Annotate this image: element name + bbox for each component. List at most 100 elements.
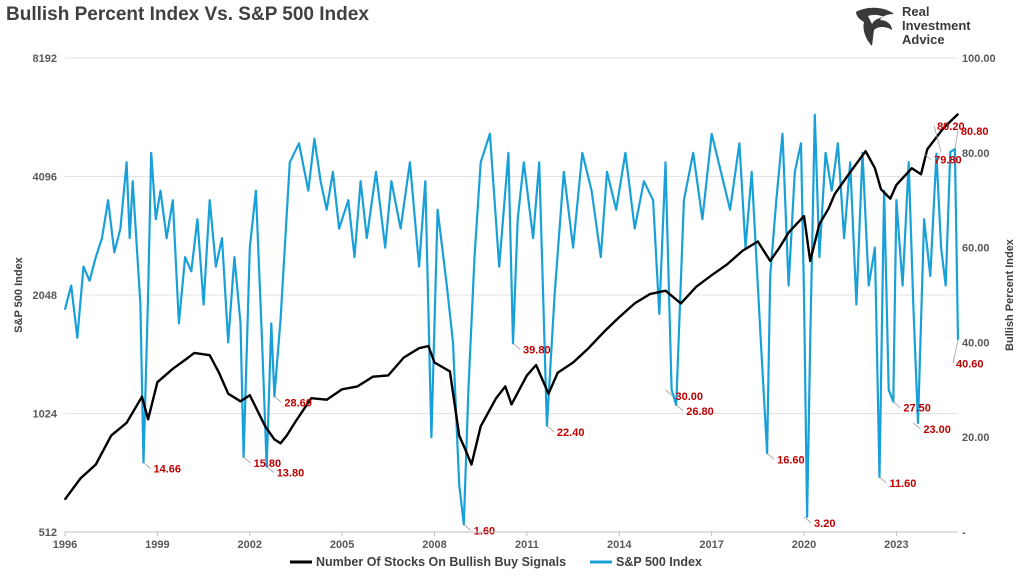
sp500-data-point [95,256,97,258]
sp500-data-point [643,180,645,182]
bpi-data-point [402,356,405,359]
annotation-label: 80.20 [937,121,965,133]
bpi-data-point [510,403,513,406]
sp500-data-point [818,256,821,258]
x-tick-label: 2005 [330,539,354,551]
sp500-data-point [581,152,584,154]
bpi-data-point [193,352,196,354]
sp500-data-point [830,189,833,192]
sp500-data-point [775,199,778,201]
brand-line-1: Real [902,4,930,19]
sp500-data-point [424,180,427,182]
x-tick-label: 2011 [515,539,539,551]
bpi-data-point [504,385,507,388]
sp500-data-point [196,218,199,220]
sp500-data-point [261,341,263,344]
sp500-data-point [128,237,131,239]
sp500-data-point [794,171,796,173]
sp500-data-point [307,189,310,192]
sp500-data-point [233,256,236,258]
sp500-data-point [843,237,845,239]
sp500-data-point [289,161,291,164]
annotation-label: 30.00 [675,391,703,403]
annotation-label: 26.80 [686,406,714,418]
sp500-data-point [912,303,915,306]
bpi-data-point [187,356,189,359]
annotation-leader-line [923,153,932,161]
sp500-data-point [473,256,476,258]
bpi-data-point [547,392,550,395]
sp500-data-point [563,171,565,173]
sp500-data-point [215,265,217,268]
sp500-data-point [202,303,205,306]
bpi-data-point [787,231,790,234]
annotation-label: 15.80 [254,458,282,470]
annotation-label: 27.50 [903,403,931,415]
y-right-tick-label: 80.00 [962,148,990,160]
bpi-data-point [310,397,313,400]
bpi-data-point [726,263,728,266]
sp500-data-point [907,161,910,164]
eagle-head-logo-icon [856,7,894,47]
sp500-data-point [399,227,402,230]
sp500-data-point [849,161,851,164]
sp500-data-point [353,256,356,258]
y-left-tick-label: 1024 [33,409,58,421]
bpi-data-point [834,193,836,195]
bpi-data-point [803,215,805,217]
bpi-data-point [849,171,851,173]
sp500-data-point [949,151,952,153]
annotation-label: 16.60 [777,454,805,466]
sp500-data-point [338,227,340,230]
bpi-data-point [809,260,811,262]
bpi-data-point [603,331,605,333]
sp500-data-point [313,137,316,140]
bpi-data-point [818,223,821,225]
bpi-data-point [372,375,374,378]
annotation-label: 3.20 [814,518,835,530]
sp500-data-point [384,246,387,249]
bpi-data-point [325,398,328,401]
bpi-data-point [556,371,559,374]
bpi-data-point [218,371,220,374]
y-right-tick-label: 60.00 [962,243,990,255]
sp500-data-point [710,133,713,135]
bpi-data-point [156,381,159,384]
sp500-data-point [113,251,116,254]
bpi-data-point [273,438,276,441]
bpi-data-point [449,370,451,373]
axes: 512 1024 2048 4096 8192 - 20.00 40.00 60.00 80.00… [13,53,1016,551]
bpi-data-point [79,477,82,480]
annotation-label: 28.60 [284,397,312,409]
sp500-data-point [541,265,544,268]
sp500-data-point [221,237,223,239]
bpi-data-point [285,434,288,437]
bpi-data-point [587,347,590,350]
legend: Number Of Stocks On Bullish Buy Signals S… [290,555,702,569]
y-left-tick-label: 512 [39,527,57,539]
bpi-data-point [741,250,744,252]
sp500-data-point [119,227,122,230]
sp500-data-point [800,142,802,145]
bpi-data-point [827,207,830,210]
bpi-data-point [889,197,892,200]
bpi-data-point [951,119,953,121]
y-right-tick-label: 100.00 [962,53,996,65]
legend-item-sp500-label: S&P 500 Index [616,555,702,569]
annotation-label: 40.60 [956,359,984,371]
x-tick-label: 2020 [792,539,816,551]
annotation-label: 80.80 [961,126,989,138]
y-left-tick-label: 8192 [33,53,57,65]
sp500-data-point [874,246,876,249]
sp500-data-point [553,294,556,296]
sp500-data-point [917,422,919,424]
x-tick-label: 2002 [238,539,262,551]
annotation-leader-line [546,425,555,433]
sp500-data-point [452,341,454,344]
sp500-data-point [806,516,808,518]
sp500-data-point [479,161,482,164]
bpi-data-point [64,498,66,501]
